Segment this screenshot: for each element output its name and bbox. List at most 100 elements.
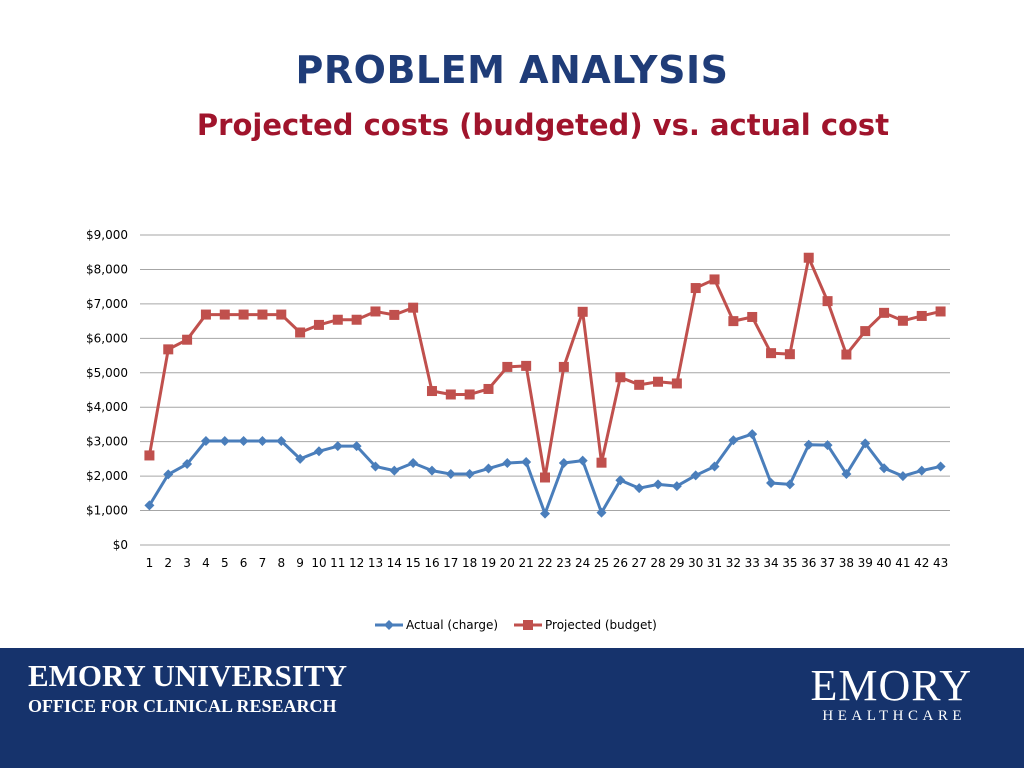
x-tick-label: 29 [669,556,684,570]
legend-marker-projected [523,620,533,630]
data-point-projected [445,389,456,400]
data-point-actual [784,479,795,490]
x-tick-label: 2 [164,556,172,570]
data-point-actual [370,461,381,472]
slide-title: PROBLEM ANALYSIS [295,48,729,92]
data-point-actual [426,465,437,476]
data-point-projected [634,379,645,390]
data-point-actual [295,453,306,464]
x-tick-label: 6 [240,556,248,570]
data-point-projected [916,310,927,321]
chart-gridlines [140,234,950,546]
data-point-actual [558,458,569,469]
data-point-actual [483,463,494,474]
data-point-projected [671,378,682,389]
x-tick-label: 20 [500,556,515,570]
y-tick-label: $1,000 [86,504,128,518]
data-point-actual [822,440,833,451]
x-tick-label: 4 [202,556,210,570]
data-point-actual [464,469,475,480]
emory-healthcare-logo-subword: HEALTHCARE [822,708,966,724]
data-point-actual [766,478,777,488]
x-tick-label: 32 [726,556,741,570]
data-point-actual [897,471,908,482]
data-point-projected [615,372,626,383]
data-point-actual [634,483,645,494]
data-point-actual [238,435,249,446]
data-point-actual [671,481,682,492]
y-tick-label: $6,000 [86,331,128,345]
data-point-projected [408,302,419,313]
y-tick-label: $5,000 [86,366,128,380]
data-point-projected [464,389,475,400]
data-point-projected [502,361,513,372]
data-point-actual [163,469,174,480]
data-point-projected [766,348,777,359]
data-point-actual [803,439,814,450]
cost-line-chart: $0 $1,000 $2,000 $3,000 $4,000 $5,000 $6,000 $7… [86,228,950,632]
data-point-projected [728,316,739,327]
chart-series [144,252,946,519]
data-point-actual [502,458,513,469]
data-point-projected [238,309,249,320]
chart-legend: Actual (charge) Projected (budget) [375,618,657,632]
footer-university-name: EMORY UNIVERSITY [28,658,347,693]
y-tick-label: $8,000 [86,262,128,276]
x-tick-label: 33 [745,556,760,570]
data-point-actual [408,458,419,469]
y-tick-label: $7,000 [86,297,128,311]
data-point-actual [860,438,871,449]
y-tick-label: $2,000 [86,469,128,483]
data-point-projected [144,450,155,461]
data-point-actual [540,508,550,519]
x-tick-label: 42 [914,556,929,570]
data-point-actual [879,463,890,474]
data-point-projected [182,334,193,345]
y-tick-label: $3,000 [86,435,128,449]
x-tick-label: 15 [405,556,420,570]
data-point-projected [540,472,550,483]
data-point-projected [577,306,588,317]
data-point-actual [521,456,532,467]
data-point-actual [577,455,588,466]
data-point-actual [445,469,456,480]
x-tick-label: 36 [801,556,816,570]
x-tick-label: 41 [895,556,910,570]
x-tick-label: 39 [858,556,873,570]
x-tick-label: 5 [221,556,229,570]
x-tick-label: 23 [556,556,571,570]
data-point-projected [163,344,174,355]
data-point-projected [219,309,230,320]
x-tick-label: 12 [349,556,364,570]
data-point-actual [313,446,324,457]
slide-subtitle: Projected costs (budgeted) vs. actual co… [196,108,890,142]
x-tick-label: 28 [650,556,665,570]
data-point-actual [351,441,362,452]
data-point-projected [690,283,701,294]
x-tick-label: 7 [259,556,267,570]
data-point-projected [784,349,795,360]
x-tick-label: 38 [839,556,854,570]
data-point-actual [276,435,287,446]
data-point-actual [935,461,946,472]
data-point-projected [370,306,381,317]
data-point-projected [822,296,833,307]
footer-banner: EMORY UNIVERSITY OFFICE FOR CLINICAL RES… [0,648,1024,768]
x-tick-label: 30 [688,556,703,570]
data-point-projected [351,314,362,325]
y-tick-label: $4,000 [86,400,128,414]
data-point-actual [653,479,664,490]
x-tick-label: 19 [481,556,496,570]
data-point-projected [558,361,569,372]
y-axis-tick-labels: $0 $1,000 $2,000 $3,000 $4,000 $5,000 $6,000 $7… [86,228,128,552]
x-tick-label: 10 [311,556,326,570]
x-tick-label: 17 [443,556,458,570]
data-point-projected [653,376,664,387]
x-tick-label: 3 [183,556,191,570]
data-point-actual [144,500,155,511]
data-point-projected [596,457,607,468]
data-point-actual [200,435,211,446]
x-tick-label: 31 [707,556,722,570]
data-point-projected [483,383,494,394]
data-point-projected [841,349,852,360]
